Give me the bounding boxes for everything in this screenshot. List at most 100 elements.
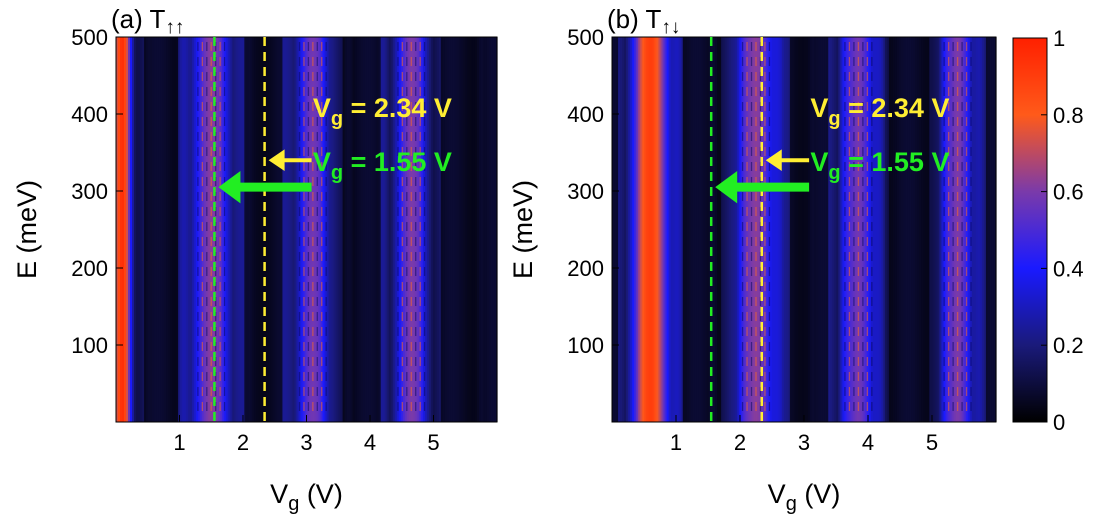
colorbar-tick-label: 0 [1053, 410, 1065, 435]
heatmap-cell [630, 37, 633, 422]
heatmap-cell [973, 37, 977, 422]
heatmap-cell [402, 37, 406, 422]
heatmap-cell [300, 37, 304, 422]
heatmap-cell [370, 37, 374, 422]
heatmap-cell [783, 37, 787, 422]
heatmap-cell [769, 37, 773, 422]
heatmap-cell [737, 37, 740, 422]
y-tick-label: 500 [71, 25, 108, 50]
colorbar-tick-label: 0.6 [1053, 180, 1084, 205]
heatmap-cell [160, 37, 163, 422]
heatmap-cell [360, 37, 364, 422]
heatmap-cell [945, 37, 949, 422]
heatmap-cell [336, 37, 340, 422]
heatmap-cell [142, 37, 145, 422]
heatmap-cell [136, 37, 139, 422]
x-tick-label: 1 [173, 430, 185, 455]
heatmap-cell [484, 37, 488, 422]
heatmap-cell [126, 37, 129, 422]
heatmap-cell [836, 37, 839, 422]
heatmap-cell [232, 37, 235, 422]
heatmap-texture [741, 42, 972, 412]
heatmap-cell [888, 37, 892, 422]
heatmap-cell [294, 37, 298, 422]
heatmap-cell [472, 37, 476, 422]
heatmap-cell [894, 37, 898, 422]
heatmap-cell [492, 37, 496, 422]
heatmap-cell [751, 37, 755, 422]
heatmap-cell [892, 37, 896, 422]
heatmap-cell [304, 37, 308, 422]
annotation-arrow-head [218, 170, 241, 204]
heatmap-texture [197, 42, 426, 412]
heatmap-cell [208, 37, 211, 422]
heatmap-cell [186, 37, 189, 422]
y-tick-label: 200 [71, 256, 108, 281]
y-tick-label: 400 [567, 102, 604, 127]
heatmap-cell [787, 37, 791, 422]
heatmap-cell [242, 37, 245, 422]
panel-title: (a) T↑↑ [111, 4, 184, 38]
heatmap-cell [890, 37, 894, 422]
heatmap-cell [146, 37, 149, 422]
heatmap-cell [412, 37, 416, 422]
x-tick-label: 4 [364, 430, 376, 455]
heatmap-cell [642, 37, 645, 422]
heatmap-cell [872, 37, 876, 422]
colorbar: 0 0.2 0.4 0.6 0.8 1 [1012, 26, 1084, 435]
heatmap-cell [925, 37, 928, 422]
heatmap-cell [346, 37, 350, 422]
heatmap-cell [941, 37, 945, 422]
y-tick-label: 300 [567, 179, 604, 204]
heatmap-cell [937, 37, 941, 422]
heatmap-cell [178, 37, 181, 422]
heatmap-cell [860, 37, 864, 422]
heatmap-cell [308, 37, 312, 422]
heatmap-cell [226, 37, 229, 422]
heatmap-cell [332, 37, 336, 422]
heatmap-cell [688, 37, 692, 422]
heatmap-cell [286, 37, 290, 422]
heatmap-cell [398, 37, 402, 422]
heatmap-cell [668, 37, 672, 422]
annotation-label: Vg = 1.55 V [810, 147, 949, 184]
x-tick-label: 4 [862, 430, 874, 455]
y-tick-label: 200 [567, 256, 604, 281]
heatmap-cell [725, 37, 728, 422]
heatmap-cell [682, 37, 686, 422]
heatmap-cell [686, 37, 690, 422]
heatmap-cell [634, 37, 637, 422]
heatmap-cell [898, 37, 902, 422]
heatmap-cell [314, 37, 318, 422]
heatmap-cell [957, 37, 961, 422]
heatmap-cell [842, 37, 846, 422]
annotation-label: Vg = 1.55 V [313, 147, 452, 184]
heatmap-cell [252, 37, 255, 422]
heatmap-cell [384, 37, 388, 422]
heatmap-cell [961, 37, 965, 422]
heatmap-cell [490, 37, 494, 422]
heatmap-cell [721, 37, 724, 422]
heatmap-cell [356, 37, 360, 422]
heatmap-cell [915, 37, 918, 422]
heatmap-cell [116, 37, 119, 422]
heatmap-cell [717, 37, 720, 422]
heatmap-cell [352, 37, 356, 422]
heatmap-cell [785, 37, 789, 422]
heatmap-cell [804, 37, 807, 422]
heatmap-cell [144, 37, 147, 422]
heatmap-cell [404, 37, 408, 422]
heatmap-cell [228, 37, 231, 422]
heatmap-cell [779, 37, 783, 422]
heatmap-cell [436, 37, 440, 422]
heatmap-cell [278, 37, 282, 422]
heatmap-cell [156, 37, 159, 422]
heatmap-cell [993, 37, 997, 422]
heatmap-cell [130, 37, 133, 422]
heatmap-cell [456, 37, 460, 422]
heatmap-cell [939, 37, 943, 422]
heatmap-cell [979, 37, 983, 422]
heatmap-cell [450, 37, 454, 422]
y-tick-label: 400 [71, 102, 108, 127]
heatmap-cell [933, 37, 936, 422]
